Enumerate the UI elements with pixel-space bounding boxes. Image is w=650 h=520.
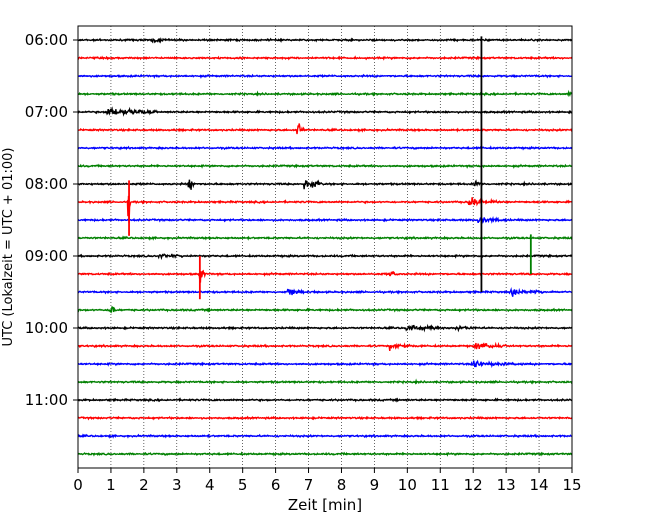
seismic-traces: [77, 37, 573, 457]
trace-07:15: [77, 123, 573, 135]
trace-07:30: [77, 145, 573, 151]
trace-06:30: [77, 73, 573, 79]
y-tick-label: 10:00: [25, 319, 68, 337]
trace-07:00: [77, 106, 573, 117]
trace-10:15: [77, 341, 573, 352]
x-tick-label: 5: [238, 476, 248, 494]
x-axis-ticks: 0 1 2 3 4 5 6 7 8 9 10 11 12 13 14 15: [73, 468, 582, 494]
y-axis-label: UTC (Lokalzeit = UTC + 01:00): [1, 148, 16, 347]
trace-10:45: [77, 378, 573, 385]
trace-10:00: [77, 323, 573, 333]
trace-11:45: [77, 451, 573, 457]
x-tick-label: 15: [562, 476, 581, 494]
grid-lines: [110, 26, 540, 468]
x-tick-label: 3: [172, 476, 182, 494]
x-tick-label: 11: [431, 476, 450, 494]
trace-08:30: [77, 216, 573, 224]
x-tick-label: 7: [304, 476, 314, 494]
x-tick-label: 13: [497, 476, 516, 494]
trace-09:30: [77, 287, 573, 297]
x-tick-label: 2: [139, 476, 149, 494]
x-tick-label: 9: [370, 476, 380, 494]
x-tick-label: 4: [205, 476, 215, 494]
y-tick-label: 09:00: [25, 247, 68, 265]
x-tick-label: 6: [271, 476, 281, 494]
long-spikes: [128, 36, 532, 300]
x-tick-label: 12: [464, 476, 483, 494]
trace-07:45: [77, 163, 573, 169]
x-tick-label: 0: [73, 476, 83, 494]
y-tick-label: 11:00: [25, 391, 68, 409]
trace-11:00: [77, 397, 573, 403]
x-tick-label: 8: [337, 476, 347, 494]
trace-06:00: [77, 37, 573, 44]
trace-10:30: [77, 359, 573, 369]
trace-08:00: [77, 179, 573, 190]
trace-11:30: [77, 433, 573, 439]
x-axis-label: Zeit [min]: [288, 496, 362, 514]
x-tick-label: 1: [106, 476, 116, 494]
y-axis-ticks: 06:00 07:00 08:00 09:00 10:00 11:00: [25, 31, 78, 409]
trace-09:00: [77, 253, 573, 261]
trace-11:15: [77, 415, 573, 421]
y-tick-label: 08:00: [25, 175, 68, 193]
trace-06:15: [77, 55, 573, 61]
x-tick-label: 10: [398, 476, 417, 494]
trace-06:45: [77, 89, 573, 97]
trace-08:15: [77, 195, 573, 224]
plot-frame: [77, 25, 573, 469]
trace-09:15: [77, 269, 573, 283]
trace-08:45: [77, 235, 573, 241]
trace-09:45: [77, 306, 573, 314]
y-tick-label: 07:00: [25, 103, 68, 121]
x-tick-label: 14: [530, 476, 549, 494]
y-tick-label: 06:00: [25, 31, 68, 49]
